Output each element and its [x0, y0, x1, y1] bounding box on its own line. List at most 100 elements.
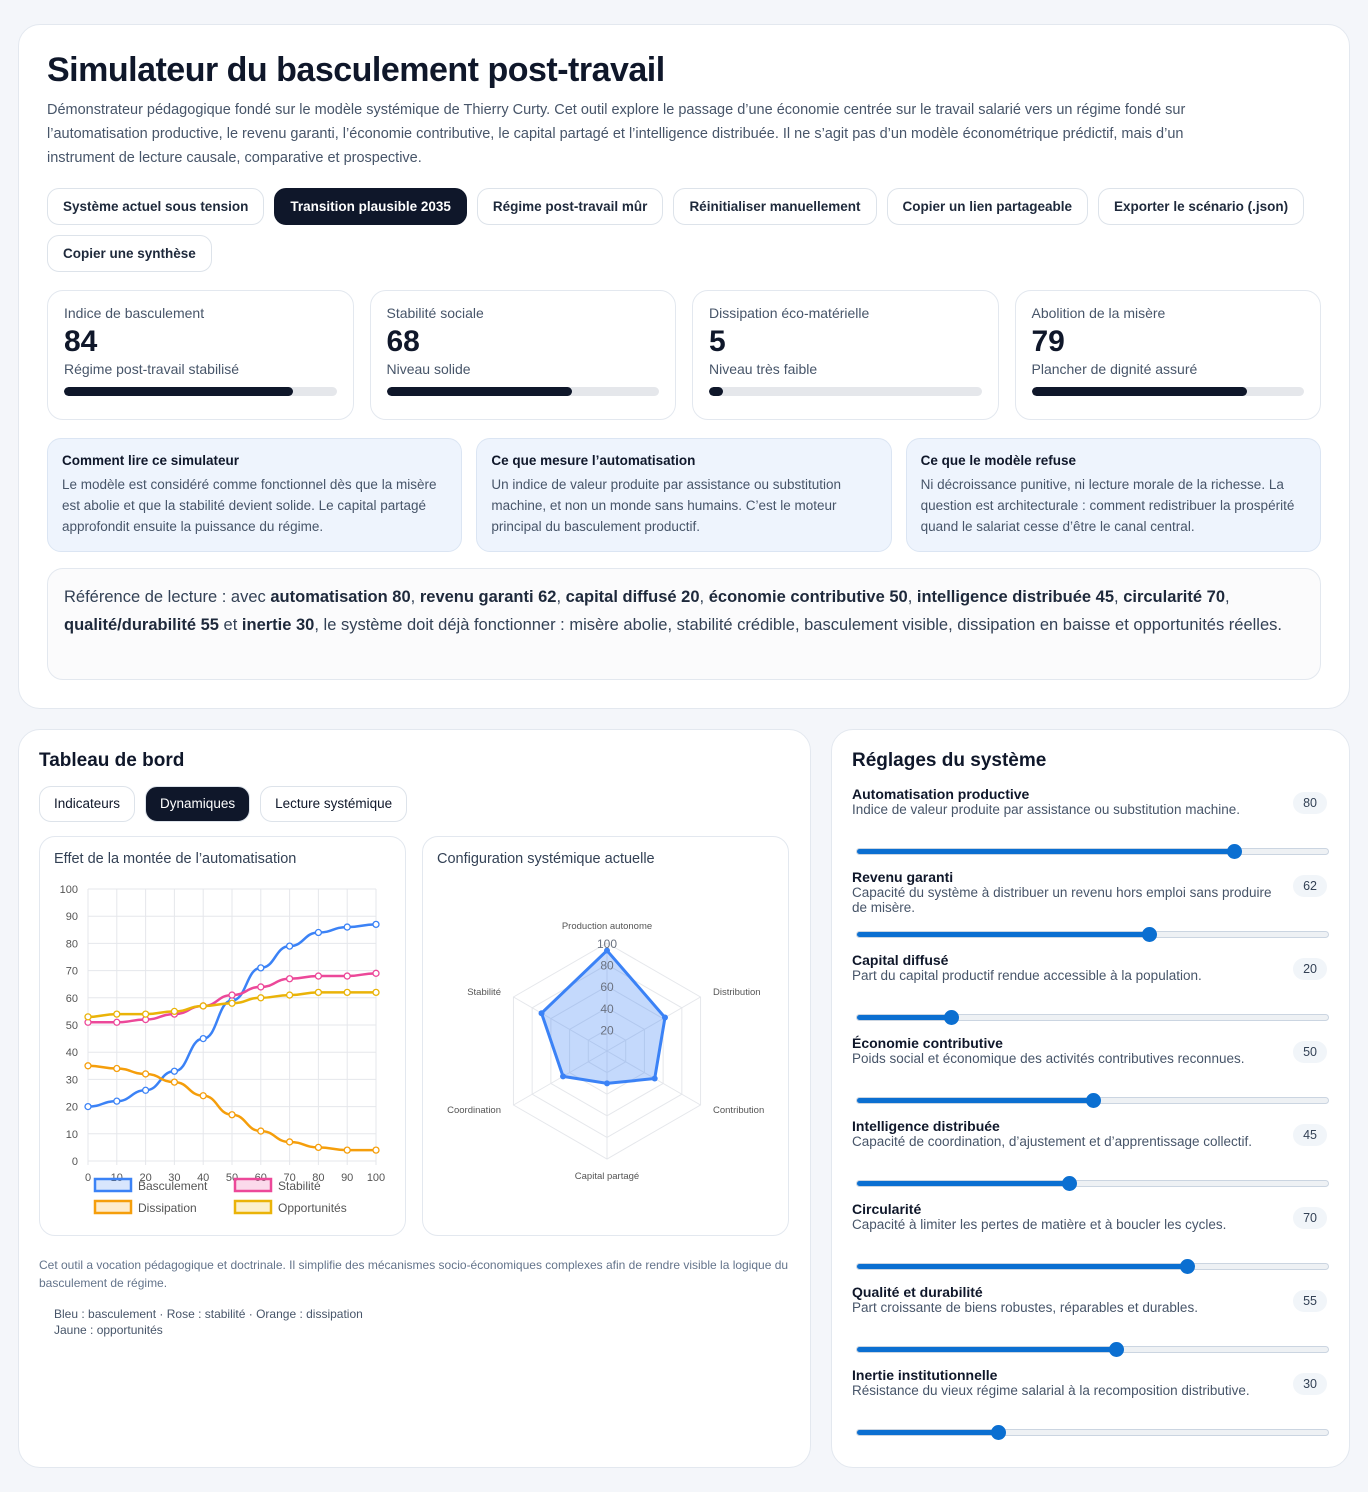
slider-track[interactable]: [856, 1342, 1329, 1357]
slider-thumb[interactable]: [1179, 1259, 1195, 1274]
setting-slider: Inertie institutionnelle Résistance du vi…: [852, 1367, 1329, 1440]
y-tick-label: 90: [66, 911, 78, 923]
setting-description: Capacité du système à distribuer un reve…: [852, 885, 1272, 915]
scenario-button[interactable]: Copier une synthèse: [47, 235, 212, 272]
radar-axis: [513, 1050, 608, 1106]
tab-indicateurs[interactable]: Indicateurs: [39, 786, 136, 822]
slider-track[interactable]: [856, 1259, 1329, 1274]
setting-description: Part du capital productif rendue accessi…: [852, 968, 1202, 983]
data-point: [285, 942, 294, 950]
kpi-card: Dissipation éco-matérielle 5 Niveau très f…: [692, 290, 999, 420]
kpi-label: Indice de basculement: [64, 305, 205, 321]
data-point: [141, 1070, 150, 1078]
setting-description: Poids social et économique des activités…: [852, 1051, 1245, 1066]
setting-description: Indice de valeur produite par assistance…: [852, 802, 1240, 817]
page-title: Simulateur du basculement post-travail: [47, 51, 665, 89]
slider-fill: [857, 1015, 952, 1020]
slider-track[interactable]: [856, 1010, 1329, 1025]
kpi-status: Niveau solide: [386, 361, 471, 377]
x-tick-label: 70: [283, 1172, 295, 1184]
slider-track[interactable]: [856, 1093, 1329, 1108]
scenario-button[interactable]: Transition plausible 2035: [274, 188, 467, 225]
radar-axis: [513, 996, 608, 1052]
data-point: [141, 1010, 150, 1018]
data-point: [314, 988, 323, 997]
slider-thumb[interactable]: [1142, 927, 1158, 942]
setting-value-badge: 62: [1293, 875, 1327, 897]
setting-label: Économie contributive: [852, 1035, 1003, 1051]
data-point: [113, 1010, 121, 1018]
slider-thumb[interactable]: [1226, 844, 1242, 859]
data-point: [372, 920, 380, 929]
scenario-button[interactable]: Copier un lien partageable: [886, 188, 1089, 225]
scenario-button[interactable]: Exporter le scénario (.json): [1098, 188, 1305, 225]
setting-value-badge: 80: [1293, 792, 1327, 814]
slider-thumb[interactable]: [944, 1010, 960, 1025]
tab-lecture-systemique[interactable]: Lecture systémique: [260, 786, 408, 822]
setting-slider: Intelligence distribuée Capacité de coord…: [852, 1118, 1329, 1191]
slider-thumb[interactable]: [1061, 1176, 1077, 1191]
setting-value-badge: 55: [1293, 1290, 1327, 1312]
kpi-value: 5: [709, 325, 726, 358]
kpi-card: Abolition de la misère 79 Plancher de dign…: [1014, 290, 1321, 420]
y-tick-label: 10: [66, 1129, 78, 1141]
slider-fill: [857, 1347, 1117, 1352]
slider-track[interactable]: [856, 927, 1329, 942]
data-point: [228, 999, 236, 1007]
kpi-status: Régime post-travail stabilisé: [64, 361, 240, 377]
setting-label: Circularité: [852, 1201, 922, 1217]
data-point: [285, 1138, 294, 1146]
data-point: [285, 975, 294, 983]
slider-thumb[interactable]: [1085, 1093, 1101, 1108]
dashboard-panel: Tableau de bord Indicateurs Dynamiques L…: [18, 729, 811, 1468]
data-point: [113, 1097, 121, 1105]
data-point: [113, 1064, 121, 1073]
y-tick-label: 60: [66, 993, 78, 1005]
scenario-button[interactable]: Régime post-travail mûr: [476, 188, 664, 225]
slider-thumb[interactable]: [1109, 1342, 1125, 1357]
setting-value-badge: 50: [1293, 1041, 1327, 1063]
kpi-card: Indice de basculement 84 Régime post-trava…: [47, 290, 354, 420]
data-point: [113, 1018, 121, 1026]
slider-fill: [857, 1098, 1093, 1103]
slider-track[interactable]: [856, 1176, 1329, 1191]
radar-category-label: Stabilité: [467, 987, 501, 998]
setting-value-badge: 30: [1293, 1373, 1327, 1395]
slider-thumb[interactable]: [991, 1425, 1007, 1440]
kpi-value: 79: [1031, 325, 1065, 358]
data-point: [257, 983, 265, 991]
setting-slider: Automatisation productive Indice de valeu…: [852, 786, 1329, 859]
scenario-button[interactable]: Système actuel sous tension: [47, 188, 265, 225]
data-point: [285, 991, 294, 999]
radar-point: [661, 1014, 668, 1021]
info-note: Ce que le modèle refuse Ni décroissance p…: [905, 438, 1321, 552]
y-tick-label: 50: [66, 1020, 78, 1032]
radar-category-label: Coordination: [447, 1105, 501, 1116]
radar-point: [560, 1073, 567, 1080]
legend-swatch: [93, 1199, 133, 1215]
disclaimer: Cet outil a vocation pédagogique et doct…: [39, 1258, 789, 1290]
legend-swatch: [233, 1177, 273, 1193]
scenario-button[interactable]: Réinitialiser manuellement: [673, 188, 877, 225]
info-note: Ce que mesure l’automatisation Un indice …: [476, 438, 892, 552]
setting-description: Capacité à limiter les pertes de matière…: [852, 1217, 1227, 1232]
note-title: Ce que le modèle refuse: [920, 453, 1076, 468]
data-point: [199, 1092, 207, 1100]
slider-fill: [857, 1264, 1187, 1269]
kpi-status: Plancher de dignité assuré: [1031, 361, 1198, 377]
slider-fill: [857, 1430, 999, 1435]
x-tick-label: 90: [341, 1172, 353, 1184]
setting-slider: Économie contributive Poids social et éco…: [852, 1035, 1329, 1108]
radar-tick-label: 100: [597, 937, 617, 951]
kpi-progress-fill: [1031, 387, 1247, 396]
reference-text: Référence de lecture : avec automatisati…: [47, 568, 1321, 680]
slider-track[interactable]: [856, 1425, 1329, 1440]
slider-fill: [857, 932, 1150, 937]
settings-title: Réglages du système: [852, 750, 1047, 771]
slider-track[interactable]: [856, 844, 1329, 859]
x-tick-label: 30: [168, 1172, 180, 1184]
kpi-row: Indice de basculement 84 Régime post-trava…: [47, 290, 1321, 420]
data-point: [372, 988, 380, 997]
legend-swatch: [93, 1177, 133, 1193]
tab-dynamiques[interactable]: Dynamiques: [145, 786, 251, 822]
